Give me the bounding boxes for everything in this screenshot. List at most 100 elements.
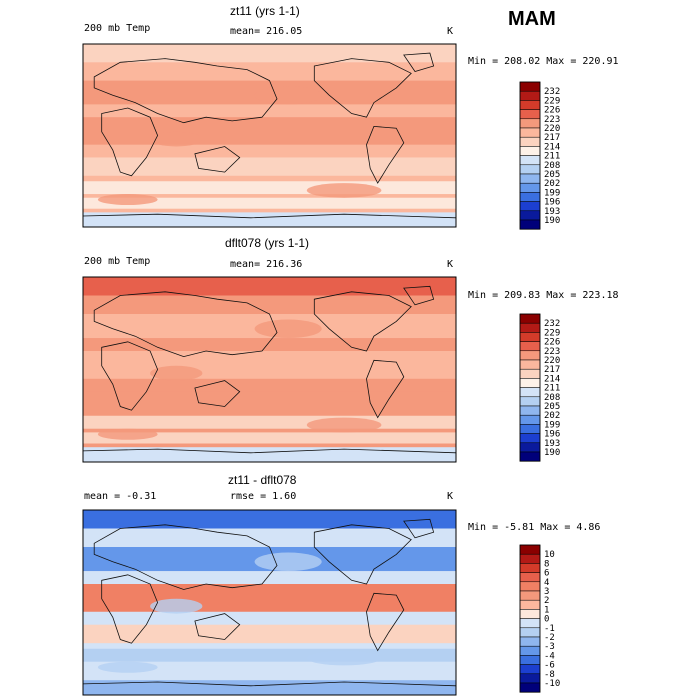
panel3-colorbar-swatch [519, 609, 541, 619]
panel3-colorbar-swatch [519, 664, 541, 675]
panel3-coastline [93, 524, 278, 590]
panel3-colorbar-swatch [519, 581, 541, 592]
panel3-coastline [82, 681, 457, 687]
panel2-coastline [403, 285, 435, 306]
panel2-colorbar-swatch [519, 414, 541, 425]
panel1-zonal-band [83, 44, 456, 63]
panel3-colorbar-tick-label: 8 [544, 559, 549, 569]
panel1-colorbar-tick-label: 220 [544, 124, 560, 134]
panel1-colorbar-tick-label: 199 [544, 188, 560, 198]
panel3-colorbar-tick-label: 1 [544, 605, 549, 615]
panel1-colorbar-tick-label: 226 [544, 106, 560, 116]
panel2-colorbar-tick-label: 205 [544, 402, 560, 412]
panel2-coastline [194, 380, 241, 407]
panel2-colorbar-tick-label: 193 [544, 439, 560, 449]
panel3-colorbar-swatch [519, 618, 541, 629]
panel1-colorbar-tick-label: 208 [544, 161, 560, 171]
panel3-colorbar-swatch [519, 563, 541, 573]
panel2-zonal-band [83, 351, 456, 379]
panel2-contour-blob [306, 417, 382, 433]
panel1-colorbar-swatch [519, 192, 541, 202]
panel1-colorbar-swatch [519, 146, 541, 156]
panel3-colorbar-frame [519, 544, 541, 693]
panel2-colorbar-swatch [519, 359, 541, 370]
panel2-colorbar-tick-label: 217 [544, 365, 560, 375]
panel2-colorbar-frame [519, 313, 541, 462]
panel2-colorbar-tick-label: 226 [544, 338, 560, 348]
panel1-contour-blob [306, 183, 382, 198]
panel2-colorbar-swatch [519, 451, 541, 462]
panel1-colorbar-swatch [519, 109, 541, 120]
panel2-mean-label: mean= 216.36 [230, 259, 303, 270]
panel3-coastline [194, 613, 241, 640]
panel3-colorbar-tick-label: -10 [544, 679, 560, 689]
panel2-colorbar-swatch [519, 341, 541, 352]
panel2-coastline [366, 359, 405, 419]
panel1-colorbar-swatch [519, 173, 541, 184]
panel3-colorbar-tick-label: 2 [544, 596, 549, 606]
panel1-colorbar-tick-label: 232 [544, 87, 560, 97]
panel2-coastline [93, 291, 278, 358]
panel1-zonal-band [83, 181, 456, 195]
panel1-coastline [403, 52, 435, 72]
panel1-map-frame [82, 43, 457, 228]
panel3-colorbar-tick-label: 4 [544, 578, 549, 588]
panel1-colorbar-tick-label: 193 [544, 207, 560, 217]
panel3-colorbar-tick-label: 10 [544, 550, 555, 560]
panel2-colorbar-swatch [519, 368, 541, 379]
panel1-coastline [93, 58, 278, 124]
panel1-colorbar-tick-label: 214 [544, 142, 560, 152]
panel3-colorbar-tick-label: -1 [544, 624, 555, 634]
panel2-title: dflt078 (yrs 1-1) [225, 236, 310, 250]
panel3-colorbar-swatch [519, 590, 541, 601]
panel2-zonal-band [83, 391, 456, 411]
panel2-coastline [313, 291, 412, 352]
panel2-colorbar-swatch [519, 396, 541, 407]
panel1-colorbar-tick-label: 202 [544, 179, 560, 189]
panel1-colorbar-swatch [519, 90, 541, 101]
panel3-colorbar-swatch [519, 627, 541, 638]
panel2-colorbar-tick-label: 211 [544, 384, 560, 394]
panel1-coastline [82, 213, 457, 219]
panel3-colorbar-swatch [519, 645, 541, 656]
panel1-zonal-band [83, 117, 456, 145]
panel1-colorbar-tick-label: 223 [544, 115, 560, 125]
panel2-contour-blob [150, 365, 203, 381]
panel1-coastline [313, 58, 412, 118]
panel2-colorbar-swatch [519, 387, 541, 398]
panel3-contour-blob [97, 661, 158, 673]
panel3-zonal-band [83, 680, 456, 695]
panel2-colorbar-swatch [519, 332, 541, 342]
panel1-variable-label: 200 mb Temp [84, 23, 151, 34]
panel2-colorbar-swatch [519, 378, 541, 388]
panel2-colorbar-swatch [519, 424, 541, 434]
panel2-colorbar-swatch [519, 350, 541, 361]
panel3-colorbar-swatch [519, 553, 541, 564]
panel2-colorbar-tick-label: 196 [544, 430, 560, 440]
panel3-colorbar-tick-label: -2 [544, 633, 555, 643]
panel3-colorbar-swatch [519, 544, 541, 555]
panel2-colorbar-tick-label: 190 [544, 448, 560, 458]
panel3-colorbar-tick-label: -3 [544, 642, 555, 652]
panel2-contour-blob [254, 319, 322, 339]
panel2-map-frame [82, 276, 457, 463]
panel3-contour-blob [254, 552, 322, 572]
panel1-zonal-band [83, 197, 456, 209]
panel3-map-frame [82, 509, 457, 696]
panel2-colorbar-swatch [519, 322, 541, 333]
panel1-colorbar-tick-label: 229 [544, 96, 560, 106]
panel3-coastline [403, 518, 435, 539]
panel3-colorbar-swatch [519, 599, 541, 610]
panel3-coastline [313, 524, 412, 585]
panel2-colorbar-tick-label: 199 [544, 420, 560, 430]
panel2-colorbar-tick-label: 220 [544, 356, 560, 366]
panel3-zonal-band [83, 648, 456, 662]
panel2-units-label: K [447, 259, 454, 270]
panel2-colorbar-swatch [519, 405, 541, 416]
panel3-zonal-band [83, 624, 456, 644]
panel3-zonal-band [83, 584, 456, 612]
panel1-colorbar-swatch [519, 219, 541, 230]
panel1-zonal-band [83, 157, 456, 176]
panel1-title: zt11 (yrs 1-1) [230, 4, 300, 18]
